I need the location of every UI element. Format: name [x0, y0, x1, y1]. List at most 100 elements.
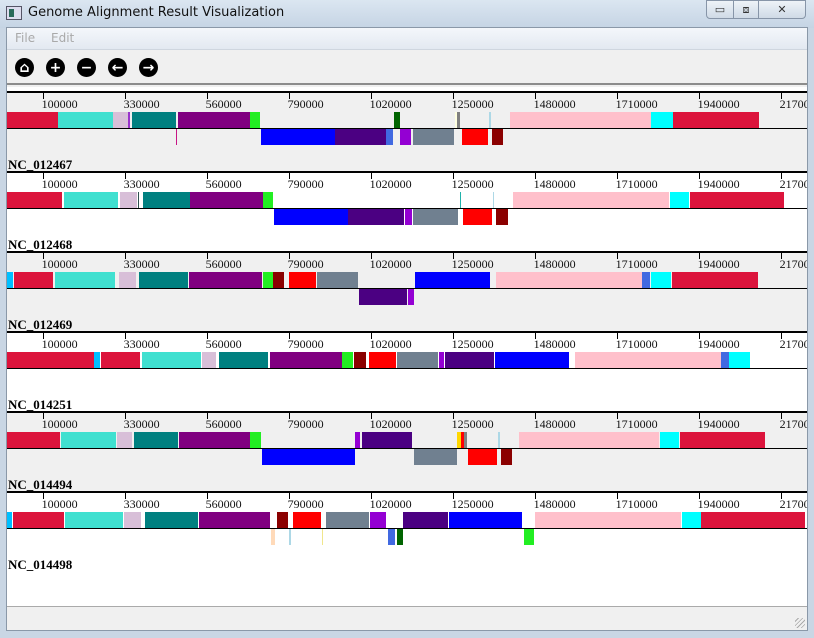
forward-alignment-block[interactable] — [495, 352, 569, 368]
forward-alignment-block[interactable] — [55, 272, 116, 288]
forward-alignment-block[interactable] — [397, 352, 439, 368]
menu-edit[interactable]: Edit — [51, 31, 75, 45]
forward-alignment-block[interactable] — [650, 112, 673, 128]
reverse-alignment-block[interactable] — [385, 129, 394, 145]
forward-alignment-block[interactable] — [272, 272, 284, 288]
forward-alignment-block[interactable] — [369, 512, 386, 528]
forward-alignment-block[interactable] — [132, 112, 176, 128]
forward-alignment-block[interactable] — [138, 272, 189, 288]
reverse-alignment-block[interactable] — [523, 529, 534, 545]
forward-alignment-block[interactable] — [250, 112, 261, 128]
forward-alignment-block[interactable] — [7, 272, 14, 288]
forward-alignment-block[interactable] — [292, 512, 322, 528]
forward-alignment-block[interactable] — [342, 352, 354, 368]
forward-alignment-block[interactable] — [690, 192, 784, 208]
forward-alignment-block[interactable] — [492, 192, 494, 208]
forward-alignment-block[interactable] — [189, 272, 262, 288]
forward-alignment-block[interactable] — [449, 512, 523, 528]
forward-alignment-block[interactable] — [7, 112, 58, 128]
reverse-alignment-block[interactable] — [274, 209, 349, 225]
forward-alignment-block[interactable] — [414, 272, 491, 288]
forward-alignment-block[interactable] — [326, 512, 369, 528]
zoom-out-button[interactable]: − — [77, 58, 96, 77]
forward-alignment-block[interactable] — [535, 512, 682, 528]
home-button[interactable]: ⌂ — [15, 58, 34, 77]
forward-alignment-block[interactable] — [189, 192, 263, 208]
forward-alignment-block[interactable] — [178, 432, 251, 448]
forward-alignment-block[interactable] — [142, 352, 201, 368]
forward-alignment-block[interactable] — [671, 272, 759, 288]
forward-alignment-block[interactable] — [112, 112, 128, 128]
reverse-alignment-block[interactable] — [461, 129, 488, 145]
reverse-alignment-block[interactable] — [358, 289, 407, 305]
reverse-alignment-block[interactable] — [408, 289, 415, 305]
forward-alignment-block[interactable] — [127, 112, 130, 128]
alignment-canvas[interactable]: 100000 330000 560000 790000 1020000 1250000 14… — [7, 87, 807, 606]
forward-alignment-block[interactable] — [650, 272, 672, 288]
forward-alignment-block[interactable] — [137, 192, 139, 208]
minimize-button[interactable]: ▭ — [706, 0, 734, 19]
forward-alignment-block[interactable] — [354, 432, 360, 448]
forward-alignment-block[interactable] — [574, 352, 722, 368]
forward-alignment-block[interactable] — [133, 432, 179, 448]
reverse-alignment-block[interactable] — [271, 529, 276, 545]
close-button[interactable]: ✕ — [758, 0, 806, 19]
forward-alignment-block[interactable] — [120, 192, 138, 208]
forward-alignment-block[interactable] — [64, 192, 118, 208]
forward-alignment-block[interactable] — [250, 432, 261, 448]
forward-alignment-block[interactable] — [660, 432, 680, 448]
forward-alignment-block[interactable] — [178, 112, 251, 128]
forward-alignment-block[interactable] — [497, 432, 501, 448]
forward-alignment-block[interactable] — [142, 192, 190, 208]
reverse-alignment-block[interactable] — [467, 449, 497, 465]
menu-file[interactable]: File — [15, 31, 36, 45]
zoom-in-button[interactable]: + — [46, 58, 65, 77]
reverse-alignment-block[interactable] — [175, 129, 178, 145]
forward-alignment-block[interactable] — [13, 512, 65, 528]
reverse-alignment-block[interactable] — [399, 129, 411, 145]
reverse-alignment-block[interactable] — [414, 449, 457, 465]
forward-alignment-block[interactable] — [701, 512, 805, 528]
forward-alignment-block[interactable] — [144, 512, 199, 528]
forward-alignment-block[interactable] — [455, 112, 457, 128]
forward-alignment-block[interactable] — [289, 272, 317, 288]
reverse-alignment-block[interactable] — [388, 529, 395, 545]
forward-alignment-block[interactable] — [403, 512, 448, 528]
forward-alignment-block[interactable] — [93, 352, 101, 368]
arrow-left-button[interactable]: ← — [108, 58, 127, 77]
forward-alignment-block[interactable] — [101, 352, 140, 368]
forward-alignment-block[interactable] — [489, 112, 492, 128]
forward-alignment-block[interactable] — [65, 512, 123, 528]
forward-alignment-block[interactable] — [681, 512, 702, 528]
forward-alignment-block[interactable] — [123, 512, 142, 528]
forward-alignment-block[interactable] — [394, 112, 400, 128]
forward-alignment-block[interactable] — [362, 432, 412, 448]
forward-alignment-block[interactable] — [60, 432, 117, 448]
forward-alignment-block[interactable] — [680, 432, 765, 448]
forward-alignment-block[interactable] — [7, 432, 61, 448]
forward-alignment-block[interactable] — [118, 272, 137, 288]
reverse-alignment-block[interactable] — [261, 449, 355, 465]
forward-alignment-block[interactable] — [276, 512, 288, 528]
forward-alignment-block[interactable] — [14, 272, 53, 288]
forward-alignment-block[interactable] — [7, 352, 94, 368]
forward-alignment-block[interactable] — [464, 432, 467, 448]
forward-alignment-block[interactable] — [672, 112, 759, 128]
forward-alignment-block[interactable] — [641, 272, 651, 288]
forward-alignment-block[interactable] — [721, 352, 729, 368]
forward-alignment-block[interactable] — [445, 352, 494, 368]
reverse-alignment-block[interactable] — [413, 129, 455, 145]
forward-alignment-block[interactable] — [510, 112, 651, 128]
reverse-alignment-block[interactable] — [501, 449, 513, 465]
forward-alignment-block[interactable] — [262, 272, 273, 288]
forward-alignment-block[interactable] — [460, 432, 465, 448]
forward-alignment-block[interactable] — [728, 352, 750, 368]
forward-alignment-block[interactable] — [368, 352, 396, 368]
reverse-alignment-block[interactable] — [496, 209, 508, 225]
forward-alignment-block[interactable] — [219, 352, 268, 368]
forward-alignment-block[interactable] — [518, 432, 660, 448]
reverse-alignment-block[interactable] — [289, 529, 292, 545]
forward-alignment-block[interactable] — [670, 192, 690, 208]
maximize-button[interactable]: ⧈ — [733, 0, 759, 19]
reverse-alignment-block[interactable] — [322, 529, 324, 545]
